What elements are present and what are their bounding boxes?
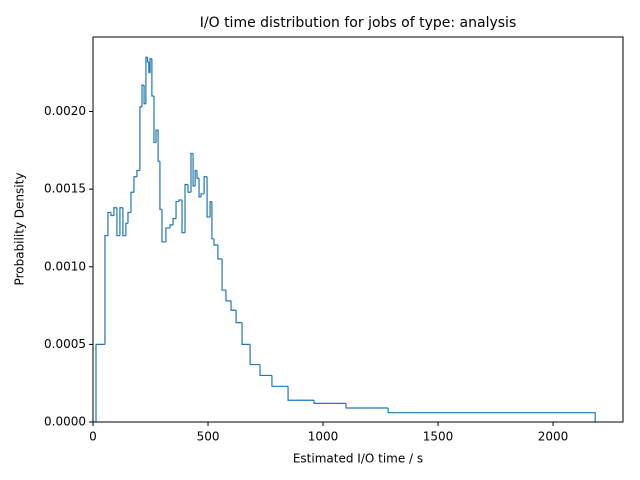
histogram-bin xyxy=(200,193,205,197)
histogram-bin xyxy=(145,56,148,104)
histogram-bin xyxy=(387,408,596,422)
histogram-bin xyxy=(259,364,272,377)
histogram-bin xyxy=(149,58,152,73)
histogram-bin xyxy=(209,200,212,218)
histogram-bin xyxy=(122,207,126,237)
x-tick-label: 0 xyxy=(89,430,97,444)
histogram-bin xyxy=(146,57,149,63)
x-tick-label: 2000 xyxy=(538,430,569,444)
histogram-bin xyxy=(151,58,154,97)
histogram-bin xyxy=(175,200,180,219)
histogram-bin xyxy=(187,184,191,193)
histogram-bin xyxy=(190,152,194,193)
histogram-bin xyxy=(206,176,211,218)
histogram-bin xyxy=(95,343,105,422)
histogram-bin xyxy=(127,211,131,224)
histogram-bin xyxy=(192,153,196,187)
histogram-bin xyxy=(211,201,214,240)
histogram-bin xyxy=(113,207,117,216)
histogram-bin xyxy=(119,207,123,236)
histogram-bin xyxy=(194,169,197,187)
histogram-bin xyxy=(153,95,157,144)
histogram-bin xyxy=(143,85,146,105)
histogram-bin xyxy=(155,129,159,143)
histogram-bin xyxy=(159,161,163,210)
histogram-bin xyxy=(116,207,120,237)
y-tick-label: 0.0005 xyxy=(44,337,86,351)
histogram-bin xyxy=(198,178,202,198)
histogram-bin xyxy=(313,400,347,404)
histogram-bin xyxy=(125,222,128,236)
plot-frame xyxy=(92,36,624,423)
y-tick-label: 0.0020 xyxy=(44,104,86,118)
x-tick-label: 1500 xyxy=(423,430,454,444)
histogram-bin xyxy=(203,176,208,194)
histogram-bin xyxy=(169,224,174,228)
histogram-bin xyxy=(225,290,232,302)
histogram-bin xyxy=(110,212,114,217)
histogram-bin xyxy=(178,199,183,202)
histogram-bin xyxy=(217,245,223,260)
x-axis-label: Estimated I/O time / s xyxy=(293,452,423,466)
histogram-bin xyxy=(139,106,142,171)
chart-title: I/O time distribution for jobs of type: … xyxy=(200,15,516,31)
histogram-bin xyxy=(107,211,111,236)
histogram-bin xyxy=(271,375,289,387)
histogram-bin xyxy=(241,322,251,345)
y-tick-label: 0.0000 xyxy=(44,415,86,429)
histogram-bin xyxy=(165,227,171,242)
histogram-bin xyxy=(287,386,315,401)
histogram-bin xyxy=(221,258,226,291)
x-tick-label: 500 xyxy=(197,430,220,444)
histogram-bin xyxy=(157,130,160,162)
histogram-bin xyxy=(345,403,389,409)
y-axis-label: Probability Density xyxy=(13,173,27,286)
histogram-bin xyxy=(104,235,108,345)
histogram-bin xyxy=(161,209,166,243)
histogram-bin xyxy=(184,183,189,233)
histogram-bin xyxy=(172,218,177,225)
histogram-bin xyxy=(181,200,186,234)
histogram-bin xyxy=(249,344,261,366)
histogram-bin xyxy=(196,170,200,179)
histogram-bin xyxy=(213,238,218,246)
histogram-bin xyxy=(230,300,237,311)
histogram-bin xyxy=(235,310,243,324)
y-tick-label: 0.0010 xyxy=(44,259,86,273)
x-tick-label: 1000 xyxy=(308,430,339,444)
histogram-bin xyxy=(130,191,134,213)
y-tick-label: 0.0015 xyxy=(44,182,86,196)
histogram-bin xyxy=(136,169,140,177)
histogram-bin xyxy=(133,176,137,193)
histogram-bin xyxy=(141,84,145,107)
